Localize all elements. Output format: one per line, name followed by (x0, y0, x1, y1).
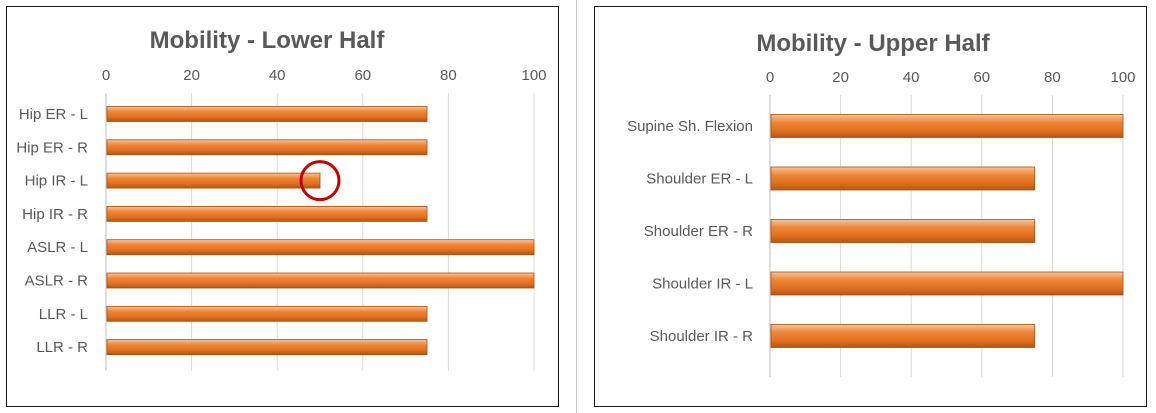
bar (106, 305, 428, 322)
category-label: ASLR - R (25, 273, 89, 290)
category-label: LLR - L (39, 306, 88, 323)
bar (770, 166, 1036, 191)
bar (770, 324, 1036, 348)
tick-label: 20 (183, 67, 200, 84)
tick-label: 60 (354, 67, 371, 84)
bar (106, 239, 535, 256)
category-label: Supine Sh. Flexion (627, 118, 753, 135)
bar (106, 139, 428, 156)
category-label: LLR - R (36, 339, 88, 356)
tick-label: 0 (766, 69, 774, 86)
tick-label: 60 (973, 69, 990, 86)
tick-label: 40 (269, 67, 286, 84)
category-label: Shoulder ER - R (644, 223, 753, 240)
chart-title: Mobility - Lower Half (150, 27, 386, 54)
bar (770, 271, 1124, 296)
upper-half-chart: Mobility - Upper Half 0 20 40 60 80 100 Supine… (627, 30, 1136, 377)
highlight-circle (299, 160, 341, 202)
category-label: ASLR - L (27, 239, 88, 256)
category-label: Shoulder ER - L (646, 171, 753, 188)
upper-half-chart-panel: Mobility - Upper Half 0 20 40 60 80 100 Supine… (594, 6, 1147, 407)
panel-divider (576, 0, 577, 413)
tick-label: 100 (1110, 69, 1135, 86)
bar (770, 219, 1036, 243)
category-label: Hip ER - R (16, 139, 88, 156)
category-label: Shoulder IR - R (650, 328, 754, 345)
bar (106, 172, 321, 189)
tick-label: 20 (832, 69, 849, 86)
tick-label: 80 (1044, 69, 1061, 86)
bar (106, 272, 535, 289)
tick-label: 0 (102, 67, 110, 84)
tick-label: 40 (903, 69, 920, 86)
bar (106, 339, 428, 356)
tick-label: 80 (440, 67, 457, 84)
lower-half-chart: Mobility - Lower Half 0 20 40 60 80 100 Hip ER… (16, 27, 547, 371)
bar (106, 205, 428, 222)
category-label: Hip ER - L (19, 106, 88, 123)
lower-half-chart-panel: Mobility - Lower Half 0 20 40 60 80 100 Hip ER… (6, 6, 559, 407)
bar (106, 106, 428, 122)
category-label: Hip IR - L (25, 173, 88, 190)
chart-title: Mobility - Upper Half (756, 30, 990, 57)
bar (770, 114, 1124, 138)
category-label: Shoulder IR - L (652, 276, 753, 293)
tick-label: 100 (521, 67, 546, 84)
category-label: Hip IR - R (22, 206, 88, 223)
